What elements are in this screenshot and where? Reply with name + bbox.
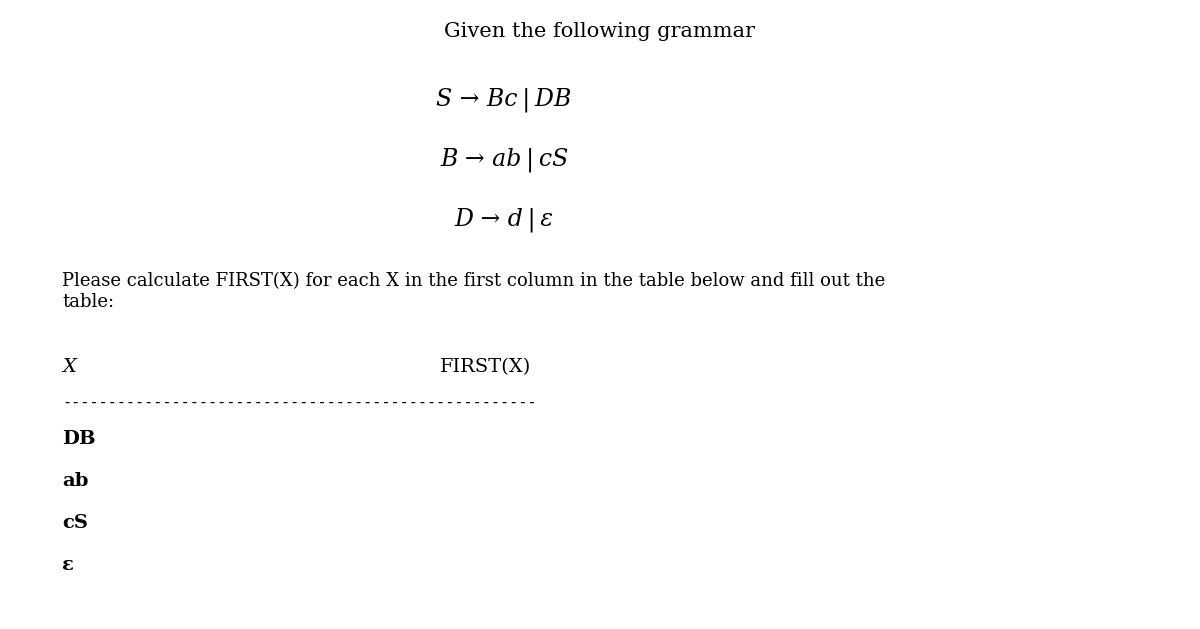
Text: FIRST(X): FIRST(X) — [440, 358, 532, 376]
Text: X: X — [62, 358, 76, 376]
Text: Please calculate FIRST(X) for each X in the first column in the table below and : Please calculate FIRST(X) for each X in … — [62, 272, 886, 311]
Text: ε: ε — [62, 556, 74, 574]
Text: DB: DB — [62, 430, 96, 448]
Text: S → Bc | DB: S → Bc | DB — [437, 88, 571, 113]
Text: Given the following grammar: Given the following grammar — [444, 22, 756, 41]
Text: B → ab | cS: B → ab | cS — [440, 148, 568, 172]
Text: cS: cS — [62, 514, 88, 532]
Text: ----------------------------------------------------: ----------------------------------------… — [62, 395, 536, 410]
Text: ab: ab — [62, 472, 89, 490]
Text: D → d | ε: D → d | ε — [455, 208, 553, 233]
